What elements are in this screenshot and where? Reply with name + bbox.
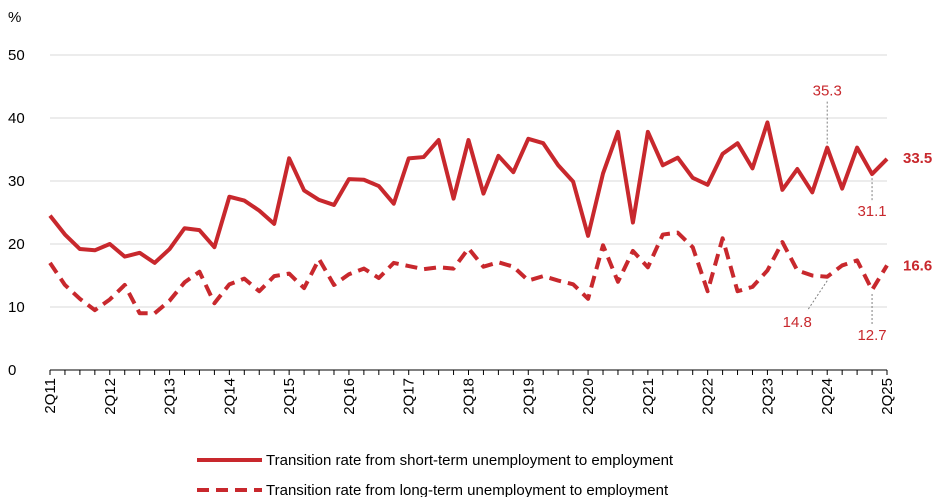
- y-tick-label: 30: [8, 173, 25, 190]
- x-tick-label: 2Q25: [879, 378, 896, 415]
- series-line-short-term: [48, 120, 889, 265]
- data-annotations: 35.3 31.1 33.5 14.8 12.7 16.6: [783, 83, 933, 344]
- x-tick-label: 2Q23: [759, 378, 776, 415]
- data-label: 35.3: [813, 83, 842, 100]
- x-tick-label: 2Q16: [341, 378, 358, 415]
- y-tick-label: 40: [8, 110, 25, 127]
- y-tick-label: 20: [8, 236, 25, 253]
- legend: Transition rate from short-term unemploy…: [197, 452, 674, 497]
- legend-label: Transition rate from long-term unemploym…: [266, 482, 669, 497]
- y-tick-label: 0: [8, 362, 16, 379]
- data-label: 16.6: [903, 257, 932, 274]
- x-tick-label: 2Q13: [162, 378, 179, 415]
- data-label: 31.1: [857, 203, 886, 220]
- annotation-leader-line: [806, 280, 828, 312]
- x-tick-label: 2Q20: [580, 378, 597, 415]
- x-tick-label: 2Q22: [700, 378, 717, 415]
- x-tick-label: 2Q21: [640, 378, 657, 415]
- x-tick-label: 2Q18: [461, 378, 478, 415]
- x-tick-label: 2Q11: [42, 378, 59, 414]
- x-tick-label: 2Q24: [819, 378, 836, 415]
- data-label: 33.5: [903, 150, 932, 167]
- data-label: 14.8: [783, 314, 812, 331]
- x-tick-label: 2Q15: [281, 378, 298, 415]
- series-lines: [48, 120, 889, 316]
- data-label: 12.7: [857, 327, 886, 344]
- y-tick-label: 50: [8, 47, 25, 64]
- series-line-long-term: [48, 230, 889, 316]
- gridlines: [50, 54, 887, 308]
- y-tick-label: 10: [8, 299, 25, 316]
- x-tick-label: 2Q17: [401, 378, 418, 415]
- legend-label: Transition rate from short-term unemploy…: [266, 452, 674, 469]
- y-axis-unit-label: %: [8, 9, 21, 26]
- x-tick-label: 2Q19: [520, 378, 537, 415]
- x-tick-label: 2Q12: [102, 378, 119, 415]
- axes: % 0 10 20 30 40 50 2Q11 2Q12 2Q13 2Q14 2Q15 2Q16 2Q17…: [8, 9, 896, 415]
- x-tick-label: 2Q14: [221, 378, 238, 415]
